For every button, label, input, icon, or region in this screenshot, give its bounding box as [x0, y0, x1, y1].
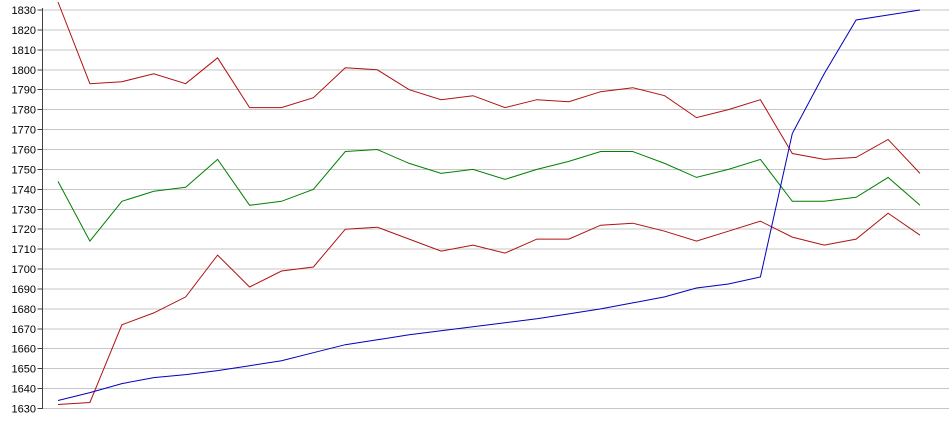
y-axis-tick-label: 1660: [12, 344, 36, 356]
y-axis-tick-label: 1640: [12, 384, 36, 396]
y-axis-tick-label: 1720: [12, 224, 36, 236]
series-lower-red-line: [57, 212, 921, 405]
series-green-line: [57, 148, 921, 243]
series-blue-line: [57, 9, 921, 401]
y-axis-tick-label: 1760: [12, 144, 36, 156]
y-axis-tick-label: 1750: [12, 164, 36, 176]
y-axis-tick-label: 1780: [12, 105, 36, 117]
y-axis-tick-label: 1790: [12, 85, 36, 97]
y-axis-tick-label: 1810: [12, 45, 36, 57]
y-axis-tick-label: 1800: [12, 65, 36, 77]
y-axis-tick-label: 1830: [12, 5, 36, 17]
y-axis-tick-label: 1650: [12, 364, 36, 376]
y-axis-tick-label: 1680: [12, 304, 36, 316]
y-axis-tick-label: 1670: [12, 324, 36, 336]
series-upper-red-line: [57, 1, 921, 174]
y-axis-tick-label: 1700: [12, 264, 36, 276]
y-axis-tick-label: 1820: [12, 25, 36, 37]
y-axis-tick-label: 1710: [12, 244, 36, 256]
y-axis-labels: 1830 1820 1810 1800 1790 1780 1770 1760 1750 1740…: [12, 5, 36, 416]
y-axis-tick-label: 1770: [12, 125, 36, 137]
y-axis: [37, 8, 43, 409]
gridlines: [43, 9, 949, 409]
y-axis-tick-label: 1690: [12, 284, 36, 296]
y-axis-tick-label: 1740: [12, 184, 36, 196]
series-lines: [57, 1, 921, 405]
y-axis-tick-label: 1630: [12, 404, 36, 416]
y-axis-tick-label: 1730: [12, 204, 36, 216]
